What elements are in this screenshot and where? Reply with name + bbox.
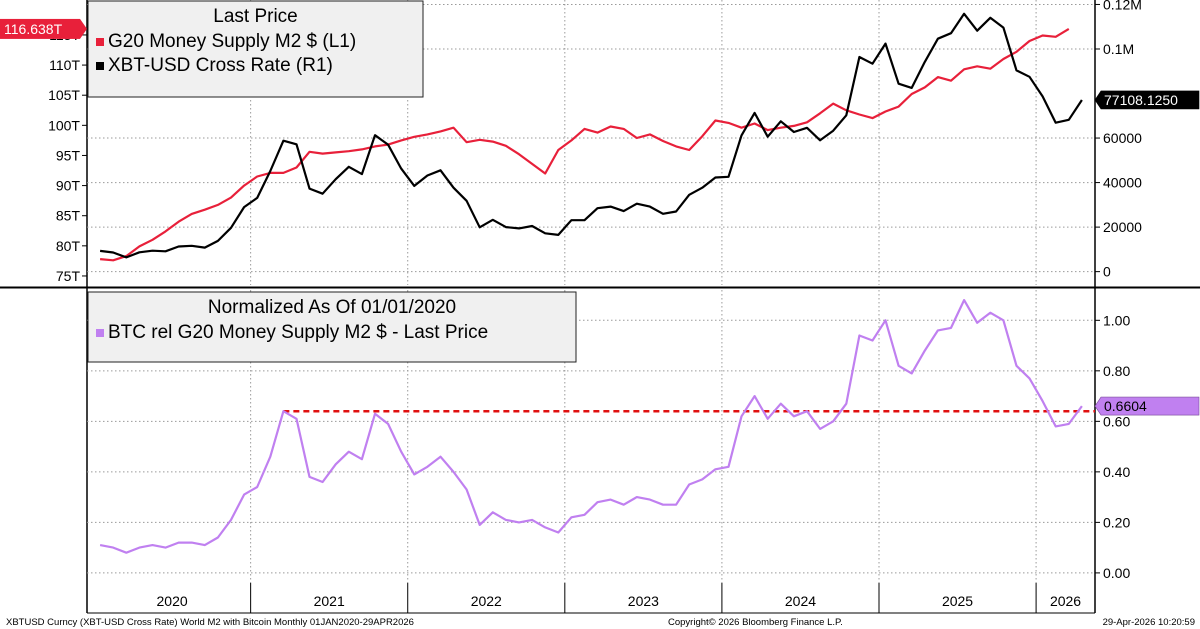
right-tick-label: 0.1M	[1103, 41, 1134, 57]
right-tick-label: 40000	[1103, 175, 1142, 191]
legend-swatch	[96, 62, 104, 70]
left-tick-label: 90T	[56, 178, 81, 194]
ratio-last-value-tag: 0.6604	[1094, 396, 1200, 416]
left-tick-label: 95T	[56, 147, 81, 163]
chart-legends: Last Price G20 Money Supply M2 $ (L1) XBT-…	[87, 0, 577, 363]
x-tick-label: 2025	[942, 593, 973, 609]
x-tick-label: 2026	[1050, 593, 1081, 609]
right-tick-label: 0.60	[1103, 413, 1130, 429]
right-tick-label: 0.40	[1103, 464, 1130, 480]
ratio-last-value-tag-text: 0.6604	[1104, 398, 1147, 414]
right-tick-label: 0.20	[1103, 514, 1130, 530]
x-tick-label: 2020	[157, 593, 188, 609]
top-legend-box	[87, 0, 424, 98]
right-tick-label: 0	[1103, 264, 1111, 280]
legend-entry-label: BTC rel G20 Money Supply M2 $ - Last Pri…	[108, 322, 488, 343]
legend-swatch	[96, 38, 104, 46]
left-tick-label: 110T	[49, 57, 80, 73]
left-tick-label: 105T	[48, 87, 80, 103]
m2-series-line	[99, 27, 1070, 262]
top-legend: Last Price G20 Money Supply M2 $ (L1) XBT-…	[87, 0, 424, 98]
ratio-series-line	[99, 299, 1083, 554]
bottom-legend-box	[87, 291, 577, 363]
bottom-legend: Normalized As Of 01/01/2020 BTC rel G20 M…	[87, 291, 577, 363]
right-tick-label: 20000	[1103, 219, 1142, 235]
footer-timestamp: 29-Apr-2026 10:20:59	[1103, 617, 1195, 628]
x-tick-label: 2023	[628, 593, 659, 609]
left-tick-label: 80T	[56, 238, 81, 254]
right-tick-label: 60000	[1103, 130, 1142, 146]
m2-last-value-tag: 116.638T	[0, 18, 87, 39]
top-legend-title: Last Price	[213, 6, 297, 27]
m2-last-value-tag-shape	[0, 18, 80, 39]
right-tick-label: 0.00	[1103, 565, 1130, 581]
m2-last-value-tag-pointer	[80, 18, 87, 39]
x-tick-label: 2021	[314, 593, 345, 609]
m2-last-value-tag-text: 116.638T	[4, 21, 63, 37]
left-tick-label: 100T	[48, 117, 80, 133]
legend-entry-label: G20 Money Supply M2 $ (L1)	[108, 31, 356, 52]
x-tick-label: 2022	[471, 593, 502, 609]
btc-last-value-tag: 77108.1250	[1094, 90, 1200, 110]
right-tick-label: 0.12M	[1103, 0, 1142, 12]
btc-last-value-tag-shape	[1094, 90, 1200, 110]
chart-grid	[87, 0, 1095, 583]
footer-source: XBTUSD Curncy (XBT-USD Cross Rate) World…	[6, 617, 414, 628]
x-tick-label: 2024	[785, 593, 816, 609]
right-tick-label: 1.00	[1103, 312, 1130, 328]
btc-series-line	[99, 12, 1083, 259]
legend-swatch	[96, 329, 104, 337]
legend-entry-label: XBT-USD Cross Rate (R1)	[108, 55, 333, 76]
left-tick-label: 85T	[56, 208, 81, 224]
bottom-legend-title: Normalized As Of 01/01/2020	[208, 297, 456, 318]
chart-frame	[0, 0, 1200, 614]
right-tick-label: 0.80	[1103, 363, 1130, 379]
ratio-last-value-tag-shape	[1094, 396, 1200, 416]
btc-last-value-tag-text: 77108.1250	[1104, 92, 1178, 108]
chart-series	[99, 12, 1095, 554]
footer-copyright: Copyright© 2026 Bloomberg Finance L.P.	[668, 617, 843, 628]
left-tick-label: 75T	[56, 268, 81, 284]
chart-axes: 2020 2021 2022 2023 2024 2025 2026 75T 80T 85T 90T…	[0, 0, 1200, 613]
